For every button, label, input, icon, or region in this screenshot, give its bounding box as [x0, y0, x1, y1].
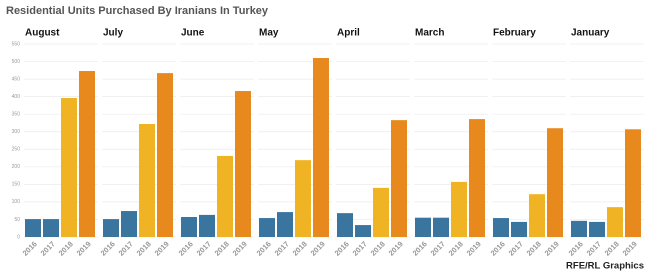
x-tick-label: 2018	[291, 239, 309, 257]
bar	[61, 98, 77, 237]
x-tick-label: 2016	[99, 239, 117, 257]
x-tick-label: 2017	[273, 239, 291, 257]
panel-title: January	[571, 28, 610, 39]
y-tick-label: 150	[12, 182, 21, 188]
y-tick-label: 250	[12, 147, 21, 153]
bar	[235, 91, 251, 237]
bar	[295, 160, 311, 237]
x-tick-label: 2017	[429, 239, 447, 257]
bar	[121, 211, 137, 237]
bar	[217, 155, 233, 237]
x-tick-label: 2016	[333, 239, 351, 257]
y-tick-label: 550	[12, 41, 21, 47]
bar	[451, 181, 467, 237]
bar	[433, 217, 449, 237]
x-tick-label: 2018	[57, 239, 75, 257]
bar	[415, 217, 431, 237]
bar	[373, 187, 389, 237]
bar	[259, 218, 275, 237]
x-tick-label: 2018	[525, 239, 543, 257]
x-tick-label: 2016	[255, 239, 273, 257]
x-tick-label: 2019	[153, 239, 171, 257]
bar	[511, 221, 527, 237]
x-tick-label: 2019	[621, 239, 639, 257]
bar	[625, 129, 641, 237]
x-tick-label: 2019	[465, 239, 483, 257]
bar	[337, 213, 353, 237]
y-tick-label: 50	[14, 217, 20, 223]
x-tick-label: 2018	[447, 239, 465, 257]
x-tick-label: 2019	[309, 239, 327, 257]
y-tick-label: 300	[12, 129, 21, 135]
panel-title: February	[493, 28, 536, 39]
bar	[277, 212, 293, 237]
y-tick-label: 0	[17, 234, 20, 240]
bar	[181, 216, 197, 237]
bar	[589, 221, 605, 237]
bar	[355, 225, 371, 237]
panel-title: March	[415, 28, 444, 39]
x-tick-label: 2018	[603, 239, 621, 257]
bar	[139, 124, 155, 237]
chart-title: Residential Units Purchased By Iranians …	[6, 5, 269, 17]
x-tick-label: 2016	[411, 239, 429, 257]
y-tick-label: 400	[12, 94, 21, 100]
credit: RFE/RL Graphics	[566, 261, 644, 272]
x-tick-label: 2017	[117, 239, 135, 257]
panel-title: June	[181, 28, 205, 39]
x-tick-label: 2016	[177, 239, 195, 257]
bar	[103, 219, 119, 237]
bar	[607, 207, 623, 237]
y-tick-label: 500	[12, 59, 21, 65]
bar	[43, 219, 59, 237]
bar	[25, 219, 41, 237]
x-tick-label: 2016	[21, 239, 39, 257]
panel-title: May	[259, 28, 279, 39]
x-tick-label: 2018	[369, 239, 387, 257]
y-tick-label: 200	[12, 164, 21, 170]
bar	[529, 194, 545, 237]
x-tick-label: 2016	[567, 239, 585, 257]
x-tick-label: 2018	[213, 239, 231, 257]
x-tick-label: 2019	[387, 239, 405, 257]
x-tick-label: 2017	[195, 239, 213, 257]
x-tick-label: 2018	[135, 239, 153, 257]
x-tick-label: 2017	[351, 239, 369, 257]
x-tick-label: 2019	[231, 239, 249, 257]
y-tick-label: 100	[12, 199, 21, 205]
bar	[391, 120, 407, 237]
bar	[313, 58, 329, 237]
panel-title: July	[103, 28, 123, 39]
bar	[493, 218, 509, 237]
x-tick-label: 2017	[585, 239, 603, 257]
x-tick-label: 2017	[507, 239, 525, 257]
x-tick-label: 2016	[489, 239, 507, 257]
x-tick-label: 2017	[39, 239, 57, 257]
panel-title: April	[337, 28, 360, 39]
bar	[469, 119, 485, 237]
panel-title: August	[25, 28, 60, 39]
x-tick-label: 2019	[75, 239, 93, 257]
x-tick-label: 2019	[543, 239, 561, 257]
y-tick-label: 450	[12, 76, 21, 82]
y-tick-label: 350	[12, 112, 21, 118]
bar	[547, 128, 563, 237]
bar	[199, 214, 215, 237]
bar	[79, 71, 95, 238]
bar	[157, 73, 173, 237]
bar	[571, 220, 587, 237]
